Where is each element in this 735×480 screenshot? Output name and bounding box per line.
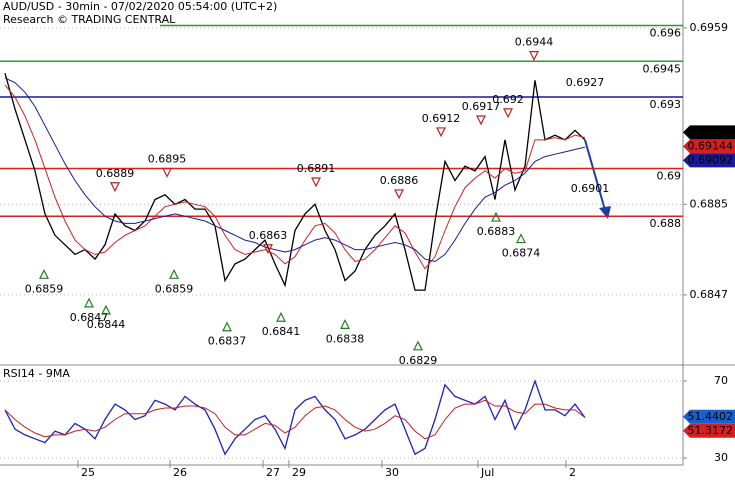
price-tag: [683, 139, 735, 154]
annotation-label: 0.6847: [70, 311, 109, 324]
annotation-label: 0.6917: [462, 100, 501, 113]
low-marker: [169, 268, 179, 279]
series-line: [4, 77, 586, 263]
price-tag-label: 51.4402: [688, 410, 734, 423]
annotation-label: 0.6829: [399, 354, 438, 367]
price-tag: [683, 409, 735, 424]
high-marker: [503, 108, 513, 119]
x-tick-label: 29: [292, 466, 306, 479]
chart-title: AUD/USD - 30min - 07/02/2020 05:54:00 (U…: [3, 0, 277, 13]
annotation-label: 0.6859: [155, 282, 194, 295]
price-tag-label: 51.3172: [688, 424, 734, 437]
annotation-label: 0.6838: [326, 332, 365, 345]
x-tick-label: 2: [569, 466, 576, 479]
high-marker: [476, 115, 486, 126]
y-tick-label: 70: [714, 374, 728, 387]
annotation-label: 0.6883: [477, 225, 516, 238]
price-tag: [683, 153, 735, 168]
chart-subtitle: Research © TRADING CENTRAL: [3, 13, 176, 26]
low-marker: [101, 304, 111, 315]
annotation-label: 0.6944: [515, 36, 554, 49]
price-tag-label: 0.69092: [688, 153, 734, 166]
low-marker: [340, 319, 350, 329]
annotation-label: 0.6837: [208, 335, 247, 348]
annotation-label: 0.692: [492, 93, 524, 106]
panel-title: RSI14 - 9MA: [3, 367, 70, 380]
series-line: [4, 73, 586, 291]
high-marker: [394, 189, 404, 200]
level-label: 0.696: [650, 27, 682, 40]
forecast-arrow: [584, 139, 606, 211]
level-label: 0.693: [650, 98, 682, 111]
low-marker: [413, 340, 423, 351]
y-tick-label: 0.6847: [690, 288, 729, 301]
annotation-label: 0.6912: [422, 112, 461, 125]
high-marker: [162, 167, 172, 178]
y-tick-label: 0.6959: [690, 21, 729, 34]
annotation-label: 0.6889: [96, 167, 135, 180]
low-marker: [222, 321, 232, 332]
annotation-label: 0.6895: [148, 152, 187, 165]
price-tag: [683, 125, 735, 140]
annotation-label: 0.6886: [380, 174, 419, 187]
annotation-label: 0.6901: [571, 182, 610, 195]
high-marker: [263, 244, 273, 255]
low-marker: [516, 233, 526, 244]
high-marker: [529, 51, 539, 61]
x-tick-label: Jul: [480, 466, 494, 479]
annotation-label: 0.6844: [87, 318, 126, 331]
x-tick-label: 26: [173, 466, 187, 479]
series-line: [4, 379, 586, 456]
level-label: 0.6945: [643, 62, 682, 75]
series-line: [4, 399, 586, 440]
low-marker: [84, 297, 94, 308]
high-marker: [436, 127, 446, 138]
annotation-label: 0.6891: [297, 162, 336, 175]
price-tag-label: 0.69152: [688, 125, 734, 138]
annotation-label: 0.6859: [25, 282, 64, 295]
price-tag-label: 0.69144: [688, 139, 734, 152]
high-marker: [110, 182, 120, 193]
series-line: [4, 84, 586, 270]
annotation-label: 0.6927: [566, 76, 605, 89]
low-marker: [276, 311, 286, 322]
level-label: 0.69: [657, 170, 682, 183]
high-marker: [311, 177, 321, 188]
low-marker: [39, 268, 49, 279]
y-tick-label: 0.6885: [690, 197, 729, 210]
level-label: 0.688: [650, 217, 682, 230]
annotation-label: 0.6874: [502, 247, 541, 260]
y-tick-label: 30: [714, 451, 728, 464]
x-tick-label: 27: [266, 466, 280, 479]
annotation-label: 0.6841: [262, 325, 301, 338]
low-marker: [491, 211, 501, 222]
x-tick-label: 25: [81, 466, 95, 479]
x-tick-label: 30: [385, 466, 399, 479]
annotation-label: 0.6863: [249, 229, 288, 242]
price-tag: [683, 423, 735, 438]
